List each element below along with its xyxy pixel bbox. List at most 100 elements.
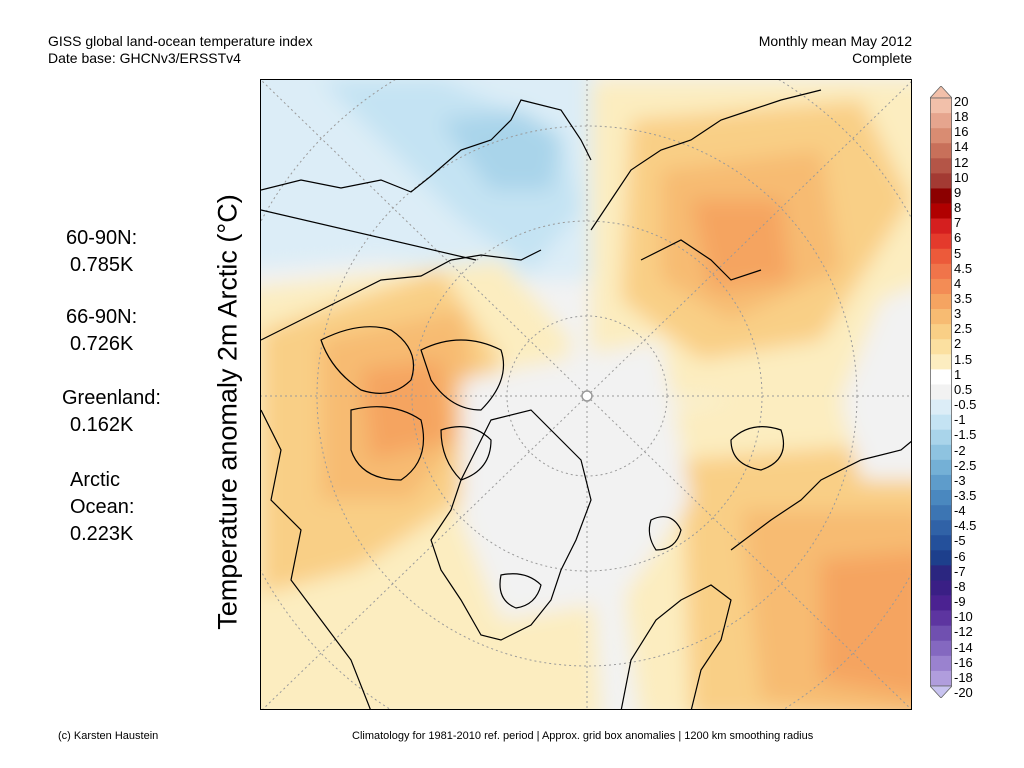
legend-label: -1.5 — [954, 427, 977, 443]
period-block: Monthly mean May 2012 Complete — [759, 33, 912, 67]
legend-label: -3 — [954, 472, 966, 488]
legend-label: 9 — [954, 184, 962, 200]
legend-swatch — [930, 655, 952, 672]
legend-label: 2 — [954, 336, 962, 352]
legend-label: -3.5 — [954, 488, 977, 503]
warm-canada-core — [361, 360, 451, 460]
legend-swatch — [930, 98, 952, 114]
legend-swatch — [930, 158, 952, 174]
stat-label: 66-90N: — [66, 306, 138, 328]
legend-label: -5 — [954, 533, 966, 549]
stat-greenland: Greenland: 0.162K — [62, 385, 161, 439]
legend-label: 3.5 — [954, 291, 973, 306]
legend-label: 5 — [954, 245, 962, 261]
meridian — [261, 80, 588, 397]
neutral-greenland — [461, 340, 691, 620]
legend-swatch — [930, 173, 952, 189]
legend-swatch — [930, 595, 952, 611]
legend-swatch — [930, 113, 952, 129]
legend-swatch — [930, 143, 952, 159]
status-label: Complete — [852, 50, 912, 66]
legend-swatch — [930, 565, 952, 581]
legend-swatch — [930, 640, 952, 657]
legend-swatch — [930, 505, 952, 521]
legend-swatch — [930, 203, 952, 219]
legend-swatch — [930, 520, 952, 536]
legend-swatch — [930, 459, 952, 476]
legend-label: 2.5 — [954, 321, 973, 337]
legend-label: 4.5 — [954, 260, 973, 276]
legend-label: -7 — [954, 563, 966, 579]
legend-label: -20 — [954, 685, 973, 700]
legend-label: 10 — [954, 169, 969, 185]
legend-label: -2.5 — [954, 457, 977, 473]
coast-novaya-zemlya — [730, 426, 785, 471]
legend-label: -0.5 — [954, 397, 977, 413]
legend-arrow-top — [930, 86, 952, 99]
y-axis-label: Temperature anomaly 2m Arctic (°C) — [212, 194, 243, 630]
legend-label: 14 — [954, 139, 969, 155]
legend-label: -12 — [954, 624, 973, 640]
stat-value: 0.785K — [70, 254, 134, 276]
database-label: Date base: GHCNv3/ERSSTv4 — [48, 50, 241, 66]
legend-label: 4 — [954, 275, 962, 291]
credit-text: (c) Karsten Haustein — [58, 730, 159, 742]
legend-swatch — [930, 550, 952, 566]
map-canvas — [261, 80, 911, 709]
legend-label: 16 — [954, 124, 969, 140]
legend-label: -16 — [954, 654, 973, 670]
island — [440, 426, 492, 481]
coast-taymyr — [640, 239, 762, 281]
legend-swatch — [930, 294, 952, 310]
legend-swatch — [930, 670, 952, 687]
legend-label: -8 — [954, 578, 966, 594]
legend-swatch — [930, 429, 952, 446]
footer-note: Climatology for 1981-2010 ref. period | … — [352, 730, 814, 742]
legend-swatch — [930, 128, 952, 144]
coast-greenland — [430, 409, 592, 641]
legend-label: 7 — [954, 215, 962, 231]
anomaly-field — [261, 80, 911, 709]
legend-swatch — [930, 188, 952, 204]
coast-canada-north — [261, 249, 542, 341]
coast-svalbard — [648, 516, 682, 551]
legend-label: 1 — [954, 366, 962, 382]
stat-66-90n: 66-90N: 0.726K — [66, 304, 137, 358]
legend-swatch — [930, 233, 952, 250]
coastlines — [261, 89, 911, 709]
legend-swatch — [930, 339, 952, 355]
legend-label: -4.5 — [954, 518, 977, 534]
coast-scandinavia — [620, 584, 732, 709]
coast-siberia — [590, 89, 822, 231]
stat-value: 0.162K — [70, 414, 134, 436]
legend-swatch — [930, 248, 952, 265]
legend-label: -2 — [954, 442, 966, 458]
meridian — [586, 395, 911, 709]
stat-value: 0.223K — [70, 523, 134, 545]
legend-swatch — [930, 218, 952, 234]
stat-60-90n: 60-90N: 0.785K — [66, 225, 137, 279]
meridian — [586, 81, 911, 397]
legend-arrow-bottom — [930, 685, 952, 698]
graticule — [261, 80, 911, 709]
legend-label: 3 — [954, 306, 962, 322]
legend-swatch — [930, 474, 952, 491]
legend-label: -6 — [954, 548, 966, 564]
cold-core — [441, 110, 561, 190]
arctic-anomaly-map — [260, 79, 912, 710]
island — [420, 339, 505, 411]
legend-swatch — [930, 263, 952, 280]
legend-label: 8 — [954, 200, 962, 216]
coast-hudson — [261, 409, 371, 709]
legend-swatch — [930, 414, 952, 430]
warm-europe-core — [821, 551, 911, 697]
legend-swatch — [930, 309, 952, 325]
legend-label: 6 — [954, 230, 962, 246]
meridian — [262, 395, 588, 709]
coast-alaska — [261, 99, 592, 193]
legend-swatch — [930, 324, 952, 340]
legend-label: -4 — [954, 503, 966, 519]
stat-value: 0.726K — [70, 333, 134, 355]
stat-label: 60-90N: — [66, 227, 138, 249]
legend-label: -9 — [954, 594, 966, 610]
